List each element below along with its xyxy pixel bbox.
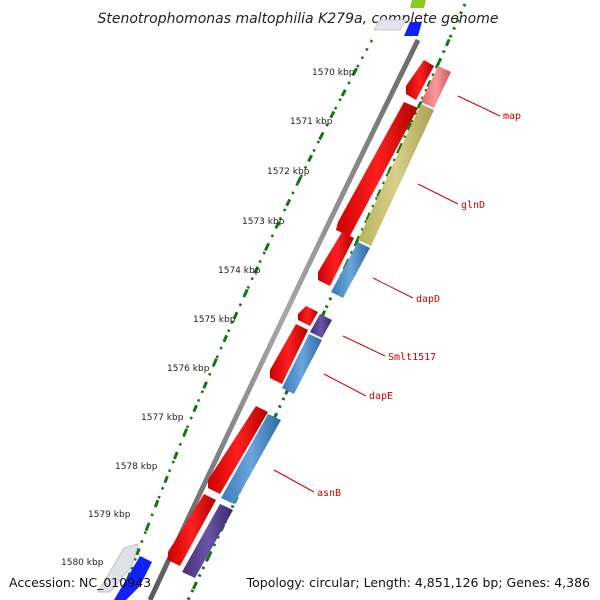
- gene-leaders: [273, 95, 501, 493]
- feature-asnB: [221, 414, 281, 504]
- feature-dapD: [331, 242, 370, 298]
- ruler-label: 1578 kbp: [115, 462, 158, 472]
- cds-dapE: [270, 324, 308, 384]
- ruler-tick: [212, 357, 218, 366]
- ruler-tick: [444, 38, 451, 47]
- ruler-tick: [182, 428, 189, 436]
- ruler-tick: [135, 547, 141, 556]
- cds-map: [406, 60, 434, 100]
- ruler-tick: [435, 59, 442, 67]
- ruler-tick: [354, 236, 361, 245]
- ruler-tick: [153, 499, 160, 508]
- ruler-tick: [397, 144, 403, 153]
- ruler-label: 1580 kbp: [61, 558, 104, 568]
- ruler-tick: [416, 100, 423, 109]
- gene-label-map: map: [503, 111, 521, 122]
- ruler-label: 1570 kbp: [312, 68, 355, 78]
- topology-text: Topology: circular; Length: 4,851,126 bp…: [246, 575, 590, 590]
- ruler-label: 1579 kbp: [88, 510, 131, 520]
- ruler-tick: [329, 110, 336, 119]
- ruler-tick: [296, 176, 303, 185]
- gene-labels: map glnD dapD Smlt1517 dapE asnB: [317, 111, 521, 499]
- ruler-label: 1577 kbp: [141, 413, 184, 423]
- feature-map: [421, 66, 451, 108]
- ruler-tick: [253, 266, 260, 274]
- ruler-tick: [173, 451, 179, 460]
- ruler-labels: 1570 kbp 1571 kbp 1572 kbp 1573 kbp 1574…: [61, 68, 355, 568]
- feature-smlt1517: [310, 314, 332, 338]
- ruler-tick: [318, 132, 325, 141]
- gene-label-dapE: dapE: [369, 391, 393, 402]
- gene-label-smlt1517: Smlt1517: [388, 352, 436, 363]
- accession-text: Accession: NC_010943: [9, 575, 151, 590]
- ruler-tick: [274, 221, 281, 229]
- map-title: Stenotrophomonas maltophilia K279a, comp…: [98, 11, 499, 27]
- ruler-tick: [191, 581, 198, 590]
- cds-dapD: [318, 232, 354, 286]
- gene-label-asnB: asnB: [317, 488, 341, 499]
- ruler-tick: [263, 243, 270, 252]
- feature-dapE: [282, 334, 322, 394]
- gene-label-glnD: glnD: [461, 200, 485, 211]
- gene-features: [182, 66, 451, 578]
- ruler-label: 1574 kbp: [218, 266, 261, 276]
- ruler-tick: [192, 404, 198, 413]
- ruler-tick: [202, 381, 208, 389]
- ruler-tick: [352, 67, 359, 76]
- ruler-tick: [243, 288, 249, 297]
- ruler-tick: [163, 475, 169, 484]
- cds-bottom: [168, 494, 216, 566]
- ruler-tick: [376, 189, 382, 198]
- ruler-label: 1572 kbp: [267, 167, 310, 177]
- ruler-label: 1575 kbp: [193, 315, 236, 325]
- ruler-tick: [205, 552, 212, 561]
- ruler-tick: [386, 166, 393, 175]
- ruler-tick: [340, 89, 347, 97]
- feature-bottom: [182, 504, 233, 578]
- ruler-tick: [307, 154, 313, 163]
- cds-smlt1517: [298, 306, 318, 326]
- ruler-tick: [365, 212, 372, 221]
- cds-features: [168, 60, 434, 566]
- gene-label-dapD: dapD: [416, 294, 440, 305]
- bottom-partial-features: [97, 543, 152, 600]
- inner-ruler-dots: [118, 39, 374, 600]
- genome-backbone: [147, 38, 421, 600]
- ruler-label: 1571 kbp: [290, 117, 333, 127]
- ruler-tick: [407, 122, 413, 131]
- ruler-tick: [232, 311, 239, 320]
- feature-glnD: [358, 104, 434, 246]
- cds-asnB: [208, 406, 268, 494]
- ruler-tick: [222, 334, 229, 343]
- ruler-tick: [144, 523, 150, 532]
- ruler-tick: [426, 79, 433, 88]
- ruler-label: 1576 kbp: [167, 364, 210, 374]
- ruler-label: 1573 kbp: [242, 217, 285, 227]
- ruler-tick: [285, 198, 292, 207]
- top-partial-features: [373, 0, 426, 36]
- cds-glnD: [336, 102, 418, 236]
